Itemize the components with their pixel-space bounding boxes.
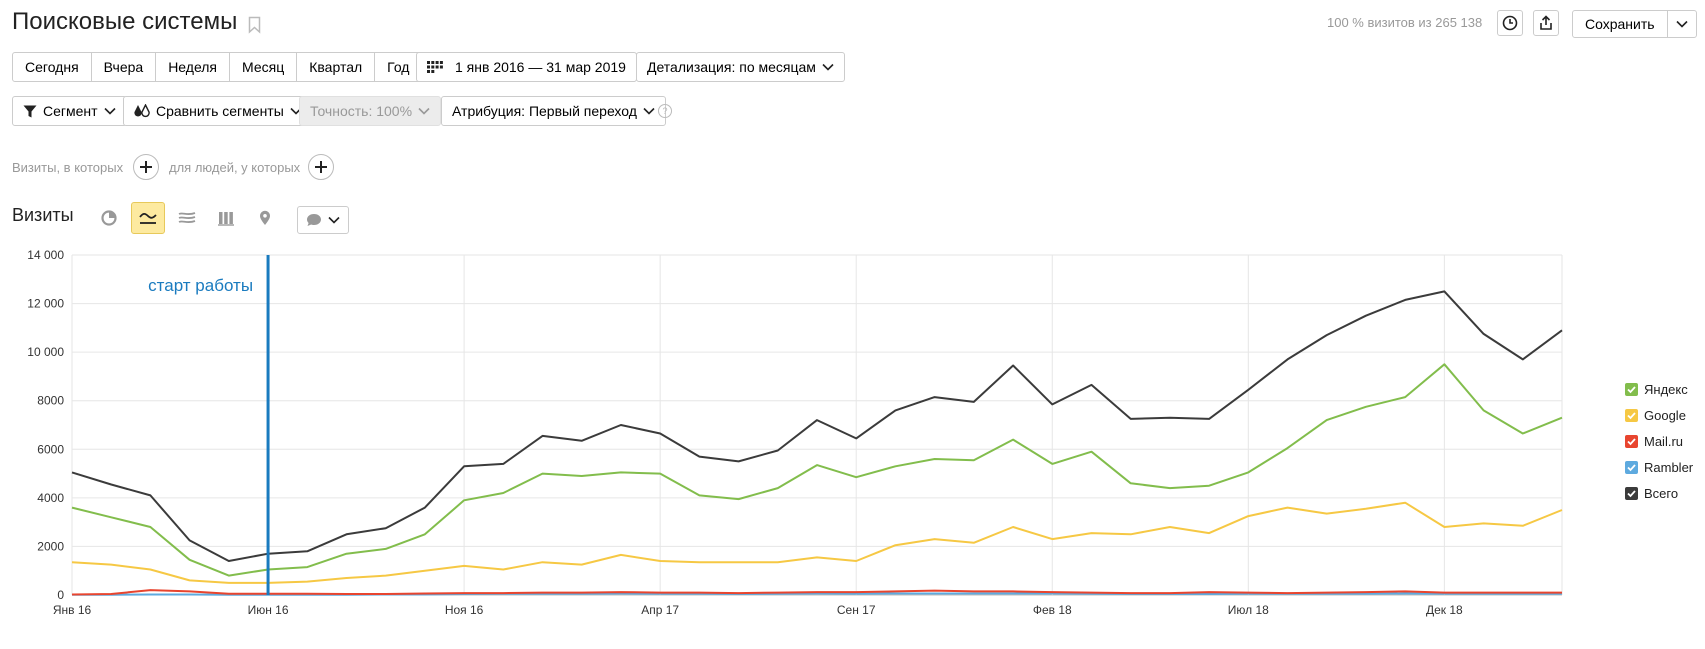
share-icon	[1540, 15, 1552, 30]
page-title: Поисковые системы	[12, 8, 238, 35]
legend-item-google[interactable]: Google	[1625, 402, 1693, 428]
visits-info: 100 % визитов из 265 138	[1327, 15, 1483, 30]
chevron-down-icon	[1676, 20, 1688, 28]
x-tick-label: Июн 16	[248, 603, 289, 617]
chevron-down-icon	[418, 107, 430, 115]
legend-item-rambler[interactable]: Rambler	[1625, 454, 1693, 480]
visits-filter-label: Визиты, в которых	[12, 160, 124, 175]
history-button[interactable]	[1497, 10, 1523, 36]
segment-button[interactable]: Сегмент	[12, 96, 127, 126]
y-tick-label: 0	[57, 588, 64, 602]
annotation-label: старт работы	[148, 276, 253, 295]
section-title: Визиты	[12, 205, 74, 225]
chart-type-bar-button[interactable]	[209, 202, 243, 234]
people-filter-label: для людей, у которых	[169, 160, 301, 175]
period-year[interactable]: Год	[387, 59, 410, 75]
comment-icon	[307, 214, 321, 226]
checkbox-checked-icon[interactable]	[1625, 460, 1638, 474]
legend-label: Всего	[1644, 485, 1679, 501]
help-icon[interactable]: ?	[658, 104, 672, 118]
y-tick-label: 6000	[37, 442, 64, 456]
chevron-down-icon	[643, 107, 655, 115]
export-button[interactable]	[1533, 10, 1559, 36]
x-tick-label: Апр 17	[641, 603, 679, 617]
legend-label: Яндекс	[1644, 381, 1688, 397]
y-tick-label: 10 000	[27, 345, 64, 359]
chart-type-map-button[interactable]	[248, 202, 282, 234]
compare-icon	[134, 104, 150, 118]
series-line-2	[71, 589, 1562, 596]
y-tick-label: 8000	[37, 394, 64, 408]
accuracy-label: Точность: 100%	[310, 103, 413, 119]
bar-chart-icon	[218, 211, 234, 226]
chevron-down-icon	[822, 63, 834, 71]
checkbox-checked-icon[interactable]	[1625, 434, 1638, 448]
x-tick-label: Фев 18	[1033, 603, 1072, 617]
y-tick-label: 4000	[37, 491, 64, 505]
visits-line-chart: 0 2000 4000 6000 8000 10 000 12 000 14 000 Янв 1…	[27, 248, 1563, 617]
checkbox-checked-icon[interactable]	[1625, 382, 1638, 396]
segment-label: Сегмент	[43, 103, 98, 119]
legend-label: Mail.ru	[1644, 433, 1684, 449]
filter-icon	[23, 105, 37, 117]
chevron-down-icon	[328, 216, 340, 224]
date-range-button[interactable]: 1 янв 2016 — 31 мар 2019	[416, 52, 637, 82]
accuracy-dropdown[interactable]: Точность: 100%	[299, 96, 442, 126]
compare-segments-button[interactable]: Сравнить сегменты	[123, 96, 313, 126]
save-button[interactable]: Сохранить	[1572, 10, 1697, 38]
attribution-dropdown[interactable]: Атрибуция: Первый переход	[441, 96, 666, 126]
legend-label: Google	[1644, 407, 1686, 423]
legend-item-mail[interactable]: Mail.ru	[1625, 428, 1693, 454]
legend-item-total[interactable]: Всего	[1625, 480, 1693, 506]
line-chart-icon	[139, 212, 157, 224]
save-dropdown-button[interactable]	[1666, 11, 1696, 37]
x-tick-label: Ноя 16	[445, 603, 484, 617]
compare-label: Сравнить сегменты	[156, 103, 284, 119]
stacked-area-icon	[178, 212, 196, 224]
period-month[interactable]: Месяц	[230, 53, 298, 81]
clock-icon	[1502, 15, 1518, 31]
attribution-label: Атрибуция: Первый переход	[452, 103, 637, 119]
save-button-label: Сохранить	[1585, 16, 1655, 32]
y-tick-label: 14 000	[27, 248, 64, 262]
series-line-0	[71, 363, 1563, 577]
series-line-4	[71, 290, 1563, 562]
period-week[interactable]: Неделя	[156, 53, 231, 81]
x-tick-label: Сен 17	[837, 603, 876, 617]
series-line-1	[71, 501, 1563, 584]
y-tick-label: 2000	[37, 539, 64, 553]
calendar-icon	[427, 61, 443, 73]
pie-chart-icon	[101, 210, 117, 226]
y-tick-label: 12 000	[27, 297, 64, 311]
chart-type-pie-button[interactable]	[92, 202, 126, 234]
x-tick-label: Июл 18	[1228, 603, 1269, 617]
plus-icon	[315, 161, 327, 173]
add-visits-filter-button[interactable]	[133, 154, 159, 180]
period-yesterday[interactable]: Вчера	[92, 53, 157, 81]
x-tick-label: Дек 18	[1426, 603, 1463, 617]
chevron-down-icon	[103, 107, 116, 115]
checkbox-checked-icon[interactable]	[1625, 486, 1638, 500]
legend-item-yandex[interactable]: Яндекс	[1625, 376, 1693, 402]
period-quarter[interactable]: Квартал	[297, 53, 376, 81]
chart-type-line-button[interactable]	[131, 202, 165, 234]
chart-legend: Яндекс Google Mail.ru Rambler Всего	[1625, 376, 1693, 506]
map-pin-icon	[260, 210, 270, 225]
plus-icon	[140, 161, 152, 173]
date-range-label: 1 янв 2016 — 31 мар 2019	[455, 59, 626, 75]
bookmark-icon[interactable]	[248, 16, 261, 34]
legend-label: Rambler	[1644, 459, 1694, 475]
period-selector: Сегодня Вчера Неделя Месяц Квартал Год	[12, 52, 423, 82]
checkbox-checked-icon[interactable]	[1625, 408, 1638, 422]
detail-label: Детализация: по месяцам	[647, 59, 816, 75]
period-today[interactable]: Сегодня	[13, 53, 92, 81]
x-tick-label: Янв 16	[53, 603, 92, 617]
annotations-dropdown[interactable]	[297, 206, 349, 234]
add-people-filter-button[interactable]	[308, 154, 334, 180]
detail-dropdown[interactable]: Детализация: по месяцам	[636, 52, 845, 82]
chart-type-area-button[interactable]	[170, 202, 204, 234]
